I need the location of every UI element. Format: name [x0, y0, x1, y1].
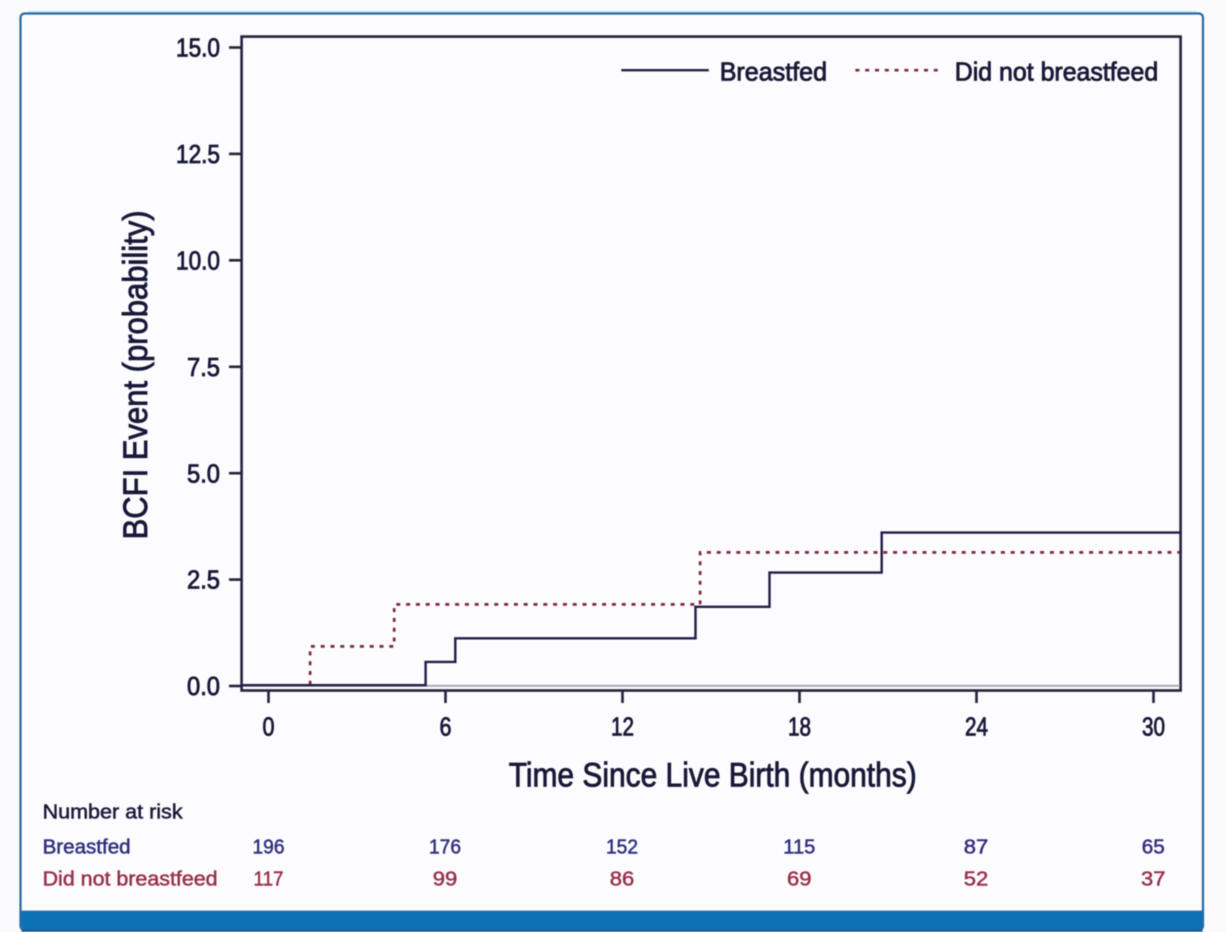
svg-text:99: 99 — [433, 868, 458, 890]
svg-text:2.5: 2.5 — [187, 565, 220, 595]
svg-text:196: 196 — [253, 836, 285, 858]
svg-text:Breastfed: Breastfed — [720, 57, 827, 87]
svg-text:10.0: 10.0 — [176, 245, 220, 275]
svg-text:0.0: 0.0 — [187, 671, 220, 701]
svg-text:117: 117 — [254, 868, 284, 890]
svg-text:Did not breastfeed: Did not breastfeed — [43, 868, 218, 890]
svg-text:115: 115 — [783, 836, 815, 858]
svg-text:0: 0 — [263, 712, 275, 742]
svg-text:12: 12 — [611, 712, 634, 742]
svg-text:52: 52 — [964, 868, 989, 890]
svg-text:86: 86 — [610, 868, 635, 890]
svg-text:12.5: 12.5 — [176, 139, 220, 169]
svg-text:5.0: 5.0 — [187, 458, 220, 488]
svg-text:15.0: 15.0 — [176, 33, 220, 63]
svg-text:152: 152 — [606, 836, 638, 858]
svg-text:Time Since Live Birth (months): Time Since Live Birth (months) — [509, 757, 917, 795]
svg-text:Number at risk: Number at risk — [43, 802, 184, 824]
svg-text:BCFI Event (probability): BCFI Event (probability) — [117, 210, 155, 539]
svg-text:24: 24 — [965, 712, 988, 742]
svg-text:87: 87 — [964, 836, 989, 858]
svg-text:30: 30 — [1142, 712, 1165, 742]
svg-text:7.5: 7.5 — [187, 352, 220, 382]
svg-text:Breastfed: Breastfed — [43, 836, 131, 858]
svg-text:Did not breastfeed: Did not breastfeed — [955, 57, 1158, 87]
svg-text:6: 6 — [440, 712, 452, 742]
svg-text:65: 65 — [1142, 836, 1165, 858]
svg-text:176: 176 — [429, 836, 461, 858]
svg-text:18: 18 — [788, 712, 811, 742]
svg-text:69: 69 — [787, 868, 812, 890]
svg-text:37: 37 — [1141, 868, 1166, 890]
